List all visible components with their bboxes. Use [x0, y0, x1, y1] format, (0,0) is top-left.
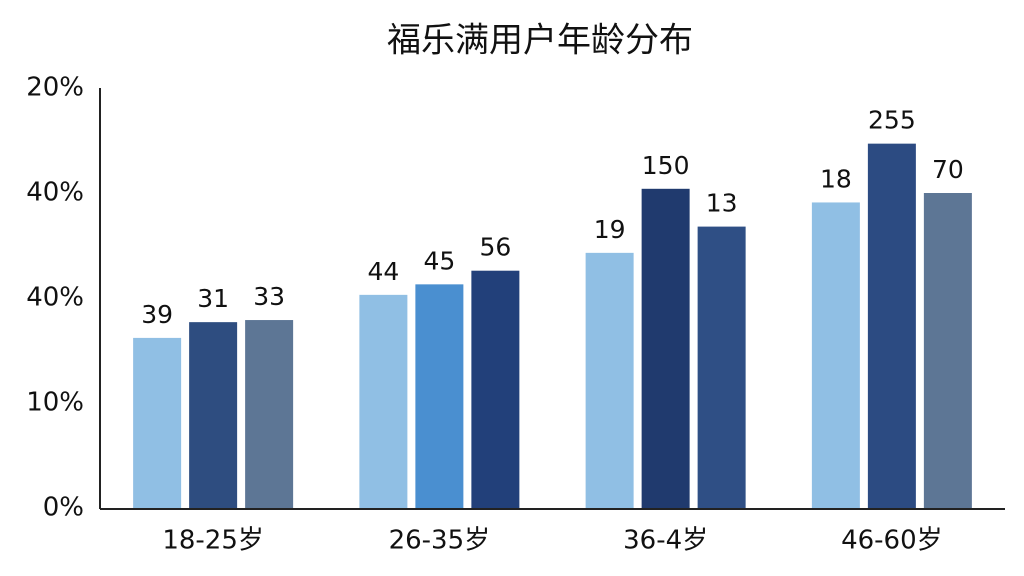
x-tick-label: 36-4岁: [623, 526, 708, 556]
y-tick-label: 20%: [26, 73, 84, 103]
data-label: 18: [820, 164, 852, 193]
y-tick-label: 40%: [26, 178, 84, 208]
bar: [811, 202, 860, 508]
data-label: 39: [141, 300, 173, 329]
data-label: 13: [706, 189, 738, 218]
bar: [585, 252, 634, 508]
data-label: 255: [868, 106, 916, 135]
x-tick-label: 46-60岁: [841, 526, 943, 556]
data-label: 56: [479, 233, 511, 262]
data-label: 33: [253, 282, 285, 311]
y-tick-label: 10%: [26, 388, 84, 418]
data-label: 70: [932, 155, 964, 184]
bar: [359, 294, 408, 508]
y-tick-label: 40%: [26, 283, 84, 313]
data-label: 31: [197, 284, 229, 313]
bar: [641, 188, 690, 509]
bar: [245, 320, 294, 508]
bar: [697, 226, 746, 508]
y-tick-label: 0%: [43, 493, 84, 523]
x-tick-label: 26-35岁: [389, 526, 491, 556]
data-label: 44: [367, 257, 399, 286]
data-label: 19: [594, 215, 626, 244]
bar: [415, 284, 464, 508]
bar: [923, 193, 972, 508]
bar: [867, 143, 916, 508]
x-tick-label: 18-25岁: [162, 526, 264, 556]
data-label: 150: [642, 151, 690, 180]
chart-title: 福乐满用户年龄分布: [387, 21, 693, 61]
bar: [471, 270, 520, 508]
bar: [133, 337, 182, 508]
bar: [189, 322, 238, 508]
data-label: 45: [423, 246, 455, 275]
